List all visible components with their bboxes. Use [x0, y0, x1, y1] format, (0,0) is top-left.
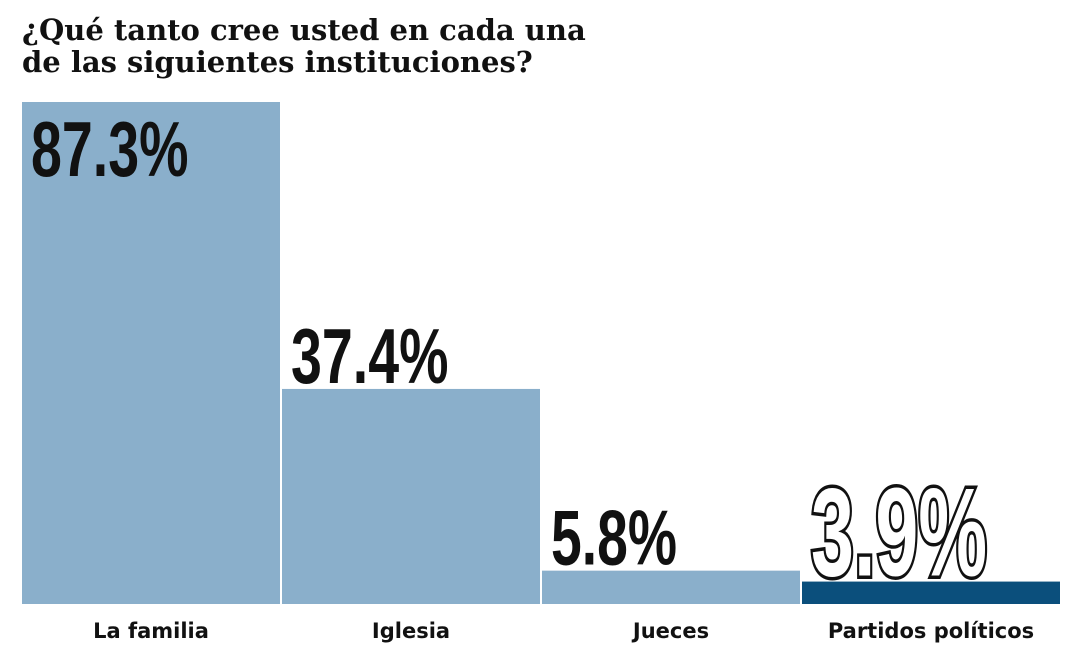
x-tick-label: Partidos políticos	[828, 619, 1034, 643]
bar	[542, 570, 800, 604]
x-tick-label: Iglesia	[372, 619, 450, 643]
bar	[802, 581, 1060, 604]
chart-title: ¿Qué tanto cree usted en cada una de las…	[22, 13, 586, 79]
value-label: 37.4%	[291, 312, 449, 400]
value-label: 3.9%	[811, 464, 987, 603]
bar	[282, 388, 540, 604]
value-label: 87.3%	[31, 105, 189, 193]
value-label: 5.8%	[551, 494, 677, 582]
x-tick-label: Jueces	[631, 619, 709, 643]
bar	[22, 102, 280, 604]
x-tick-label: La familia	[93, 619, 209, 643]
